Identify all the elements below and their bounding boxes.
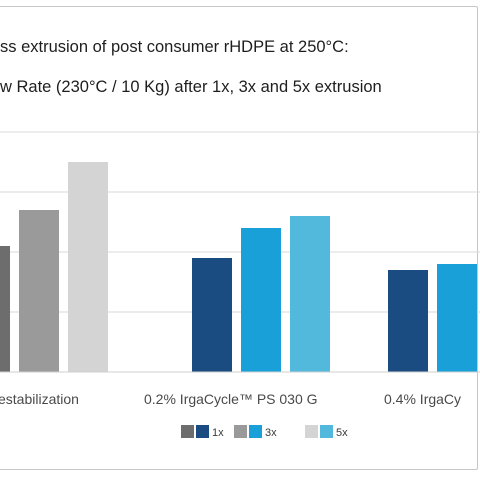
legend-swatch-nostab-1x	[181, 425, 194, 438]
legend-swatch-stab-1x	[196, 425, 209, 438]
bar-5x-1	[68, 162, 108, 372]
category-label: estabilization	[0, 391, 79, 407]
bar-3x-2	[241, 228, 281, 372]
bar-3x-1	[19, 210, 59, 372]
legend-swatch-stab-5x	[320, 425, 333, 438]
chart-title: ss extrusion of post consumer rHDPE at 2…	[0, 38, 349, 56]
bar-1x-1	[0, 246, 10, 372]
bar-3x-3	[437, 264, 477, 372]
legend-swatch-stab-3x	[249, 425, 262, 438]
chart-subtitle: w Rate (230°C / 10 Kg) after 1x, 3x and …	[0, 78, 382, 96]
legend-swatch-nostab-3x	[234, 425, 247, 438]
category-label: 0.2% IrgaCycle™ PS 030 G	[144, 391, 318, 407]
legend-label: 3x	[265, 427, 277, 439]
legend-label: 5x	[336, 427, 348, 439]
category-label: 0.4% IrgaCy	[384, 391, 461, 407]
legend-swatch-nostab-5x	[305, 425, 318, 438]
bar-5x-2	[290, 216, 330, 372]
legend-label: 1x	[212, 427, 224, 439]
bar-1x-2	[192, 258, 232, 372]
bar-1x-3	[388, 270, 428, 372]
